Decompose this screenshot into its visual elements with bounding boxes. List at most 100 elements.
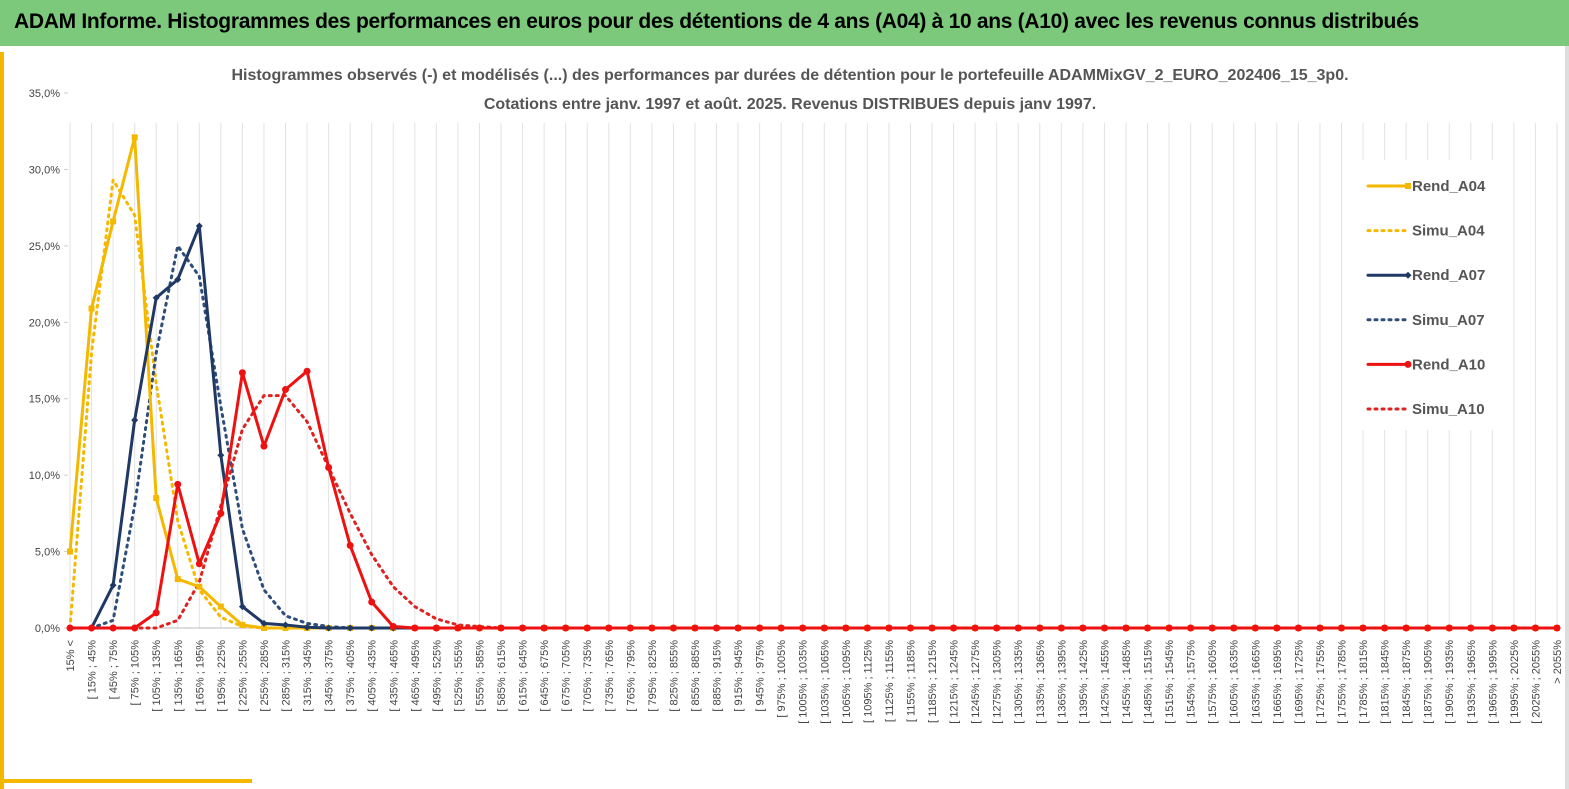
point [368, 624, 376, 632]
x-tick-label: [ 1485% ; 1515% [1143, 640, 1155, 724]
point [1208, 624, 1216, 632]
point [346, 624, 354, 632]
point [454, 624, 462, 632]
y-tick-label: 35,0% [29, 88, 60, 100]
point [799, 624, 807, 632]
header: ADAM Informe. Histogrammes des performan… [0, 0, 1569, 46]
point [1251, 624, 1259, 632]
x-tick-label: [ 915% ; 945% [733, 640, 745, 712]
x-tick-label: [ 705% ; 735% [582, 640, 594, 712]
point [174, 480, 182, 488]
legend-label: Rend_A10 [1412, 356, 1485, 373]
x-tick-label: [ 1005% ; 1035% [798, 640, 810, 724]
x-tick-label: [ 1815% ; 1845% [1380, 640, 1392, 724]
point [282, 386, 290, 394]
point [950, 624, 958, 632]
point [562, 624, 570, 632]
point [1036, 624, 1044, 632]
x-tick-label: [ 375% ; 405% [345, 640, 357, 712]
x-tick-label: [ 2025% ; 2055% [1530, 640, 1542, 724]
x-tick-label: [ 885% ; 915% [712, 640, 724, 712]
series-line [68, 244, 1559, 630]
x-tick-label: [ 1185% ; 1215% [927, 640, 939, 723]
point [174, 576, 181, 583]
point [842, 624, 850, 632]
y-tick-label: 5,0% [35, 547, 60, 559]
x-tick-label: [ 255% ; 285% [259, 640, 271, 712]
x-tick-label: [ 135% ; 165% [173, 640, 185, 712]
point [66, 624, 74, 632]
point [260, 625, 267, 631]
bottom-accent [0, 779, 252, 783]
point [1488, 624, 1496, 632]
point [691, 624, 699, 632]
x-tick-label: [ 1875% ; 1905% [1423, 640, 1435, 724]
point [734, 624, 742, 632]
point [1402, 624, 1410, 632]
point [217, 603, 224, 610]
point [1337, 624, 1345, 632]
point [713, 624, 721, 632]
x-tick-label: [ 105% ; 135% [151, 640, 163, 712]
x-tick-label: [ 675% ; 705% [561, 640, 573, 712]
y-tick-label: 20,0% [29, 317, 60, 329]
x-tick-label: 15% < [65, 640, 77, 672]
point [1187, 624, 1195, 632]
x-tick-label: [ 525% ; 555% [453, 640, 465, 712]
x-tick-label: [ 615% ; 645% [518, 640, 530, 712]
point [389, 622, 397, 630]
point [195, 560, 203, 568]
point [88, 305, 95, 312]
point [1531, 624, 1539, 632]
point [238, 369, 246, 377]
point [971, 624, 979, 632]
point [1510, 624, 1518, 632]
point [260, 442, 268, 450]
point [131, 134, 138, 141]
point [238, 603, 246, 611]
chart-title: Histogrammes observés (-) et modélisés (… [231, 67, 1348, 84]
point [239, 621, 246, 628]
x-tick-label: [ 45% ; 75% [108, 640, 120, 700]
x-tick-label: [ 1305% ; 1335% [1013, 640, 1025, 724]
point [217, 451, 225, 459]
legend-label: Rend_A04 [1412, 178, 1486, 195]
x-tick-label: [ 345% ; 375% [324, 640, 336, 712]
point [1122, 624, 1130, 632]
point [583, 624, 591, 632]
legend-label: Simu_A07 [1412, 312, 1485, 329]
point [863, 624, 871, 632]
x-tick-label: [ 435% ; 465% [388, 640, 400, 712]
y-tick-label: 25,0% [29, 241, 60, 253]
x-tick-label: [ 15% ; 45% [87, 640, 99, 700]
point [153, 495, 160, 502]
point [777, 624, 785, 632]
point [110, 218, 117, 225]
x-tick-label: [ 945% ; 975% [755, 640, 767, 712]
point [346, 541, 354, 549]
point [1424, 624, 1432, 632]
x-tick-label: [ 1755% ; 1785% [1336, 640, 1348, 724]
point [648, 624, 656, 632]
point [906, 624, 914, 632]
y-tick-label: 30,0% [29, 164, 60, 176]
x-tick-label: [ 1665% ; 1695% [1272, 640, 1284, 724]
x-tick-label: > 2055% [1552, 640, 1564, 684]
x-tick-label: [ 1335% ; 1365% [1035, 640, 1047, 724]
header-title: ADAM Informe. Histogrammes des performan… [14, 10, 1419, 33]
point [67, 548, 73, 555]
point [325, 464, 333, 471]
x-tick-label: [ 1395% ; 1425% [1078, 640, 1090, 724]
point [1467, 624, 1475, 632]
point [1057, 624, 1065, 632]
point [368, 598, 376, 606]
x-tick-label: [ 165% ; 195% [194, 640, 206, 712]
y-tick-label: 0,0% [35, 623, 60, 635]
point [1553, 624, 1561, 632]
x-tick-label: [ 1995% ; 2025% [1509, 640, 1521, 724]
x-tick-label: [ 735% ; 765% [604, 640, 616, 712]
point [1273, 624, 1281, 632]
point [756, 624, 764, 632]
point [411, 624, 419, 632]
